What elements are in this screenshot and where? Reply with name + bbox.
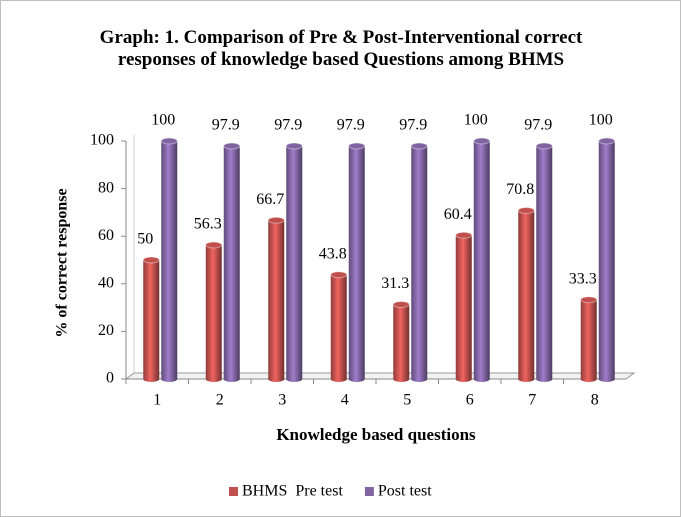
bar [393,304,410,379]
x-axis-label: Knowledge based questions [276,425,476,444]
bar [598,141,615,379]
bar-bottom [330,376,347,382]
bar [536,145,553,379]
bar-bottom [536,376,553,382]
bar-top [535,142,553,150]
bar [518,210,535,379]
bar-top [580,296,598,304]
bar [161,141,178,379]
bar-top [160,137,178,145]
bar [330,274,347,379]
bar-top [455,231,473,239]
legend-label: Post test [378,483,432,500]
bar-bottom [473,376,490,382]
x-tick-label: 4 [341,392,349,409]
bar-bottom [393,376,410,382]
data-label: 56.3 [194,216,222,233]
bar-top [410,142,428,150]
data-label: 33.3 [569,270,597,287]
y-tick-label: 100 [90,132,114,149]
data-label: 43.8 [319,245,347,262]
y-tick-label: 60 [98,227,114,244]
y-tick-label: 20 [98,322,114,339]
chart-title: Graph: 1. Comparison of Pre & Post-Inter… [99,27,583,70]
bar-bottom [268,376,285,382]
legend-swatch [364,487,374,496]
bar-bottom [143,376,160,382]
bar [143,260,160,379]
bar-bottom [286,376,303,382]
data-label: 97.9 [212,117,240,134]
bar-bottom [348,376,365,382]
bar [580,299,597,379]
bar-bottom [580,376,597,382]
data-label: 97.9 [399,117,427,134]
bar-bottom [455,376,472,382]
x-tick-label: 1 [153,392,161,409]
data-label: 50 [137,231,153,248]
bar [223,145,240,379]
bar-top [142,256,160,264]
bar-bottom [411,376,428,382]
bar-top [598,137,616,145]
bar-bottom [205,376,222,382]
bar-top [267,216,285,224]
data-label: 100 [151,112,175,129]
y-tick-label: 40 [98,274,114,291]
bar-top [517,206,535,214]
bar [455,235,472,379]
data-label: 97.9 [337,117,365,134]
bar-top [285,142,303,150]
x-tick-label: 3 [278,392,286,409]
bar-top [205,241,223,249]
bar [348,145,365,379]
bar [268,220,285,379]
data-label: 97.9 [274,117,302,134]
bar-top [330,271,348,279]
bar-top [473,137,491,145]
y-axis-label: % of correct response [54,188,71,337]
bar [286,145,303,379]
floor [124,372,636,380]
y-tick-label: 80 [98,179,114,196]
bar-bottom [223,376,240,382]
x-tick-label: 6 [466,392,474,409]
bar [411,145,428,379]
bar-bottom [161,376,178,382]
bar-top [223,142,241,150]
legend-swatch [229,487,238,496]
data-label: 97.9 [524,117,552,134]
data-label: 100 [589,112,613,129]
data-label: 31.3 [381,275,409,292]
x-tick-label: 2 [216,392,224,409]
bar-bottom [598,376,615,382]
data-label: 60.4 [444,206,472,223]
data-label: 66.7 [256,191,284,208]
bar [205,245,222,379]
legend-label: BHMS Pre test [242,483,343,500]
y-tick-label: 0 [106,370,114,387]
x-tick-label: 8 [591,392,599,409]
bar-top [348,142,366,150]
data-label: 70.8 [506,181,534,198]
bar [473,141,490,379]
x-tick-label: 5 [403,392,411,409]
bar-top [392,301,410,309]
x-tick-label: 7 [528,392,536,409]
bar-bottom [518,376,535,382]
data-label: 100 [464,112,488,129]
